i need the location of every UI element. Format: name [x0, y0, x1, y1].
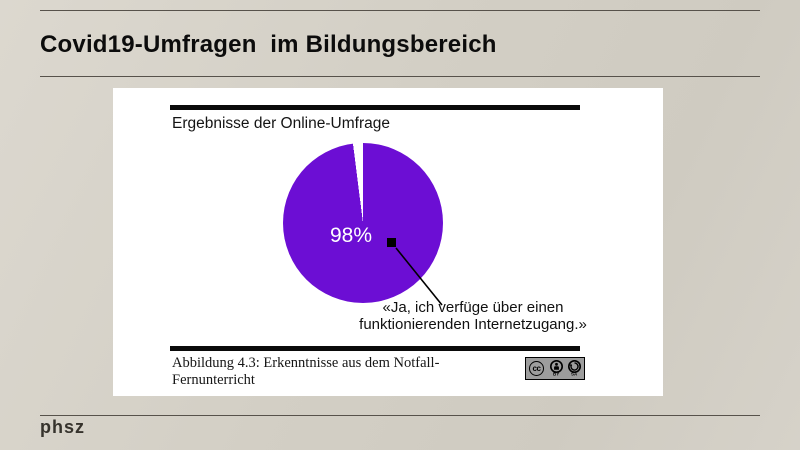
cc-sa-item: SA: [568, 358, 581, 379]
pie-chart: [283, 143, 443, 303]
top-divider-line: [40, 10, 760, 11]
callout-text: «Ja, ich verfüge über einen funktioniere…: [351, 299, 595, 333]
cc-by-item: BY: [549, 358, 563, 379]
footer-divider-line: [40, 415, 760, 416]
figure-caption: Abbildung 4.3: Erkenntnisse aus dem Notf…: [172, 355, 440, 388]
cc-by-person-icon: [549, 359, 563, 373]
callout-text-line2: funktionierenden Internetzugang.»: [359, 316, 587, 333]
cc-sa-label: SA: [571, 371, 578, 377]
cc-icon: cc: [529, 361, 544, 376]
callout-text-line1: «Ja, ich verfüge über einen: [382, 299, 564, 316]
figure-heading: Ergebnisse der Online-Umfrage: [172, 115, 390, 132]
figure-top-bar: [170, 105, 580, 110]
cc-license-badge: cc BY SA: [525, 357, 585, 380]
figure-bottom-bar: [170, 346, 580, 351]
figure-card: Ergebnisse der Online-Umfrage 98% «Ja, i…: [113, 88, 663, 396]
phsz-logo: phsz: [40, 417, 86, 437]
slide-title: Covid19-Umfragen im Bildungsbereich: [40, 31, 497, 59]
cc-sa-arrow-icon: [568, 359, 581, 373]
pie-percentage-label: 98%: [329, 224, 373, 247]
title-divider-line: [40, 76, 760, 77]
cc-by-label: BY: [552, 371, 560, 377]
callout-marker-square: [387, 238, 396, 247]
